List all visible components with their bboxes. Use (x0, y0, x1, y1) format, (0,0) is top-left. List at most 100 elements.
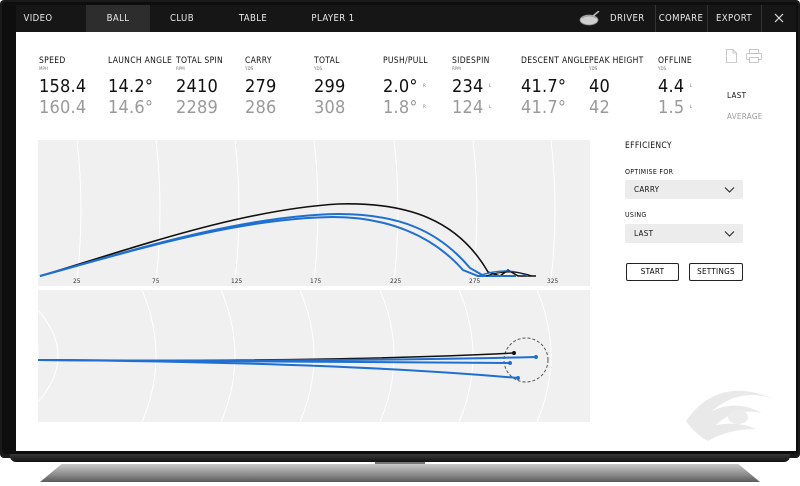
stat-last-row: 234 L (452, 77, 491, 97)
stat-average-value: 160.4 (39, 97, 87, 118)
export-button[interactable]: EXPORT (716, 13, 752, 24)
brand-logo-icon (686, 390, 774, 441)
grid-arc (393, 140, 399, 281)
stat-peak-height: PEAK HEIGHT YDS 40 42 (589, 56, 644, 118)
optimise-select[interactable]: CARRY (625, 180, 743, 199)
direction-label: R (422, 84, 426, 89)
distance-arc (299, 290, 315, 422)
direction-label: L (488, 105, 492, 110)
print-icon[interactable] (746, 49, 762, 63)
close-button[interactable] (762, 5, 796, 32)
x-tick-label: 75 (152, 277, 160, 285)
tab-ball[interactable]: BALL (86, 5, 150, 32)
x-tick-label: 25 (73, 277, 81, 285)
using-select[interactable]: LAST (625, 224, 743, 243)
panel-title: EFFICIENCY (625, 141, 672, 151)
stat-label: OFFLINE (658, 56, 692, 66)
tab-video[interactable]: VIDEO (23, 13, 53, 24)
tab-player[interactable]: PLAYER 1 (311, 13, 355, 24)
driver-button[interactable]: DRIVER (568, 5, 656, 32)
stat-last-value: 14.2° (108, 76, 154, 97)
direction-label: L (689, 84, 693, 89)
stat-unit: YDS (658, 67, 667, 72)
last-row-label: LAST (727, 91, 747, 100)
trajectory-chart-svg (39, 140, 556, 281)
nav-divider (655, 5, 656, 32)
stat-launch-angle: LAUNCH ANGLE 14.2° 14.6° (108, 56, 172, 118)
stat-label: TOTAL (314, 56, 340, 66)
trajectory-chart (38, 140, 590, 286)
stat-average-value: 1.8° (383, 97, 418, 118)
stat-last-value: 2410 (176, 76, 219, 97)
stat-average-row: 1.8° R (383, 98, 428, 118)
distance-arc (379, 290, 395, 422)
stat-unit: YDS (245, 67, 254, 72)
compare-button[interactable]: COMPARE (658, 13, 704, 24)
stat-average-value: 286 (245, 97, 277, 118)
distance-arc (220, 290, 236, 422)
stat-label: PUSH/PULL (383, 56, 428, 66)
driver-club-icon (579, 11, 600, 26)
tab-club[interactable]: CLUB (170, 13, 194, 24)
stat-last-value: 234 (452, 76, 484, 97)
direction-label: L (488, 84, 492, 89)
shot-line (38, 359, 519, 379)
dispersion-chart-svg (38, 290, 552, 422)
x-tick-label: 175 (310, 277, 322, 285)
driver-label: DRIVER (610, 13, 645, 24)
stat-carry: CARRY YDS 279 286 (245, 56, 277, 118)
nav-divider (707, 5, 708, 32)
using-label: USING (625, 211, 647, 219)
stat-average-row: 124 L (452, 98, 491, 118)
stat-sidespin: SIDESPIN RPM 234 L 124 L (452, 56, 491, 118)
optimise-value: CARRY (634, 185, 660, 194)
start-button[interactable]: START (626, 263, 679, 281)
shot-end-marker (516, 376, 520, 380)
trajectory-line (39, 215, 516, 277)
distance-arc (458, 290, 474, 422)
stat-average-row: 1.5 L (658, 98, 692, 118)
stat-unit: RPM (176, 67, 185, 72)
stat-unit: YDS (589, 67, 598, 72)
stat-total: TOTAL YDS 299 308 (314, 56, 346, 118)
direction-label: R (422, 105, 426, 110)
stat-last-value: 299 (314, 76, 346, 97)
roll-line (485, 271, 533, 277)
stat-offline: OFFLINE YDS 4.4 L 1.5 L (658, 56, 692, 118)
stat-average-value: 14.6° (108, 97, 154, 118)
settings-button[interactable]: SETTINGS (689, 263, 743, 281)
stat-label: LAUNCH ANGLE (108, 56, 173, 66)
grid-arc (550, 140, 556, 281)
tee-arc (38, 309, 59, 403)
stat-average-value: 41.7° (521, 97, 567, 118)
stat-average-value: 308 (314, 97, 346, 118)
stat-last-value: 40 (589, 76, 611, 97)
grid-arc (472, 140, 478, 281)
roll-line (477, 270, 529, 277)
stat-last-value: 41.7° (521, 76, 567, 97)
using-value: LAST (634, 229, 654, 238)
shot-end-marker (512, 351, 516, 355)
stat-unit: RPM (452, 67, 461, 72)
stat-descent-angle: DESCENT ANGLE 41.7° 41.7° (521, 56, 589, 118)
stat-unit (521, 67, 589, 73)
grid-arc (76, 140, 82, 281)
stat-last-value: 4.4 (658, 76, 685, 97)
distance-arc (141, 290, 157, 422)
stat-last-row: 2.0° R (383, 77, 428, 97)
tv-stand (0, 452, 800, 486)
trajectory-line (39, 203, 536, 277)
document-icon[interactable] (726, 49, 737, 63)
tab-table[interactable]: TABLE (238, 13, 268, 24)
stat-last-value: 158.4 (39, 76, 87, 97)
stat-last-row: 4.4 L (658, 77, 692, 97)
stat-last-value: 279 (245, 76, 277, 97)
x-tick-label: 125 (231, 277, 243, 285)
stat-average-value: 42 (589, 97, 611, 118)
stat-average-value: 2289 (176, 97, 219, 118)
stat-label: SPEED (39, 56, 66, 66)
grid-arc (155, 140, 161, 281)
stat-average-value: 1.5 (658, 97, 685, 118)
stand-base (40, 464, 760, 482)
x-tick-label: 275 (469, 277, 481, 285)
